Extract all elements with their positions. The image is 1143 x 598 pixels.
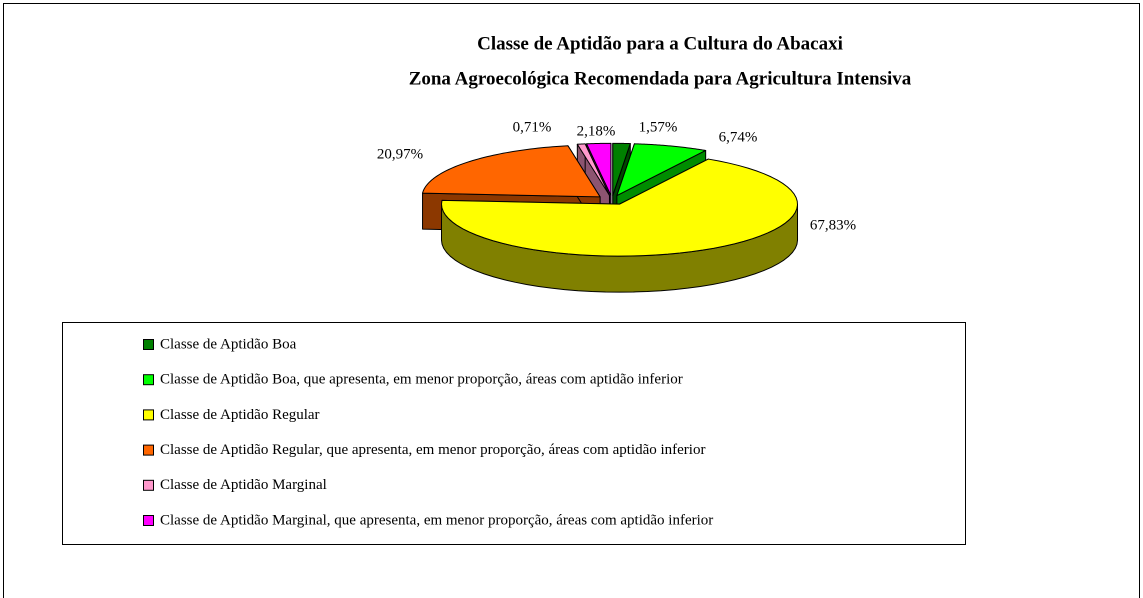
legend-swatch bbox=[143, 479, 154, 491]
pie bbox=[422, 142, 799, 293]
legend-box bbox=[62, 322, 966, 545]
slice bbox=[422, 145, 601, 198]
value-label: 20,97% bbox=[377, 146, 423, 162]
slice bbox=[441, 158, 798, 257]
chart-title: Classe de Aptidão para a Cultura do Abac… bbox=[477, 33, 843, 54]
value-label: 0,71% bbox=[513, 119, 552, 135]
slice bbox=[586, 142, 612, 196]
chart-subtitle: Zona Agroecológica Recomendada para Agri… bbox=[409, 68, 912, 89]
slice bbox=[576, 143, 610, 196]
value-label: 67,83% bbox=[810, 217, 856, 233]
value-label: 6,74% bbox=[719, 129, 758, 145]
legend-label: Classe de Aptidão Boa, que apresenta, em… bbox=[160, 372, 683, 388]
legend-label: Classe de Aptidão Boa bbox=[160, 336, 297, 352]
legend-label: Classe de Aptidão Marginal bbox=[160, 477, 327, 493]
legend-label: Classe de Aptidão Marginal, que apresent… bbox=[160, 512, 713, 528]
slice bbox=[441, 158, 799, 293]
slice bbox=[616, 143, 707, 197]
legend-label: Classe de Aptidão Regular bbox=[160, 407, 320, 423]
slice bbox=[612, 142, 631, 196]
legend-swatch bbox=[143, 444, 154, 456]
value-label: 2,18% bbox=[577, 123, 616, 139]
legend-label: Classe de Aptidão Regular, que apresenta… bbox=[160, 442, 705, 458]
legend-swatch bbox=[143, 409, 154, 421]
legend-swatch bbox=[143, 374, 154, 386]
legend-swatch bbox=[143, 339, 154, 350]
value-label: 1,57% bbox=[639, 119, 678, 135]
legend-swatch bbox=[143, 515, 154, 526]
